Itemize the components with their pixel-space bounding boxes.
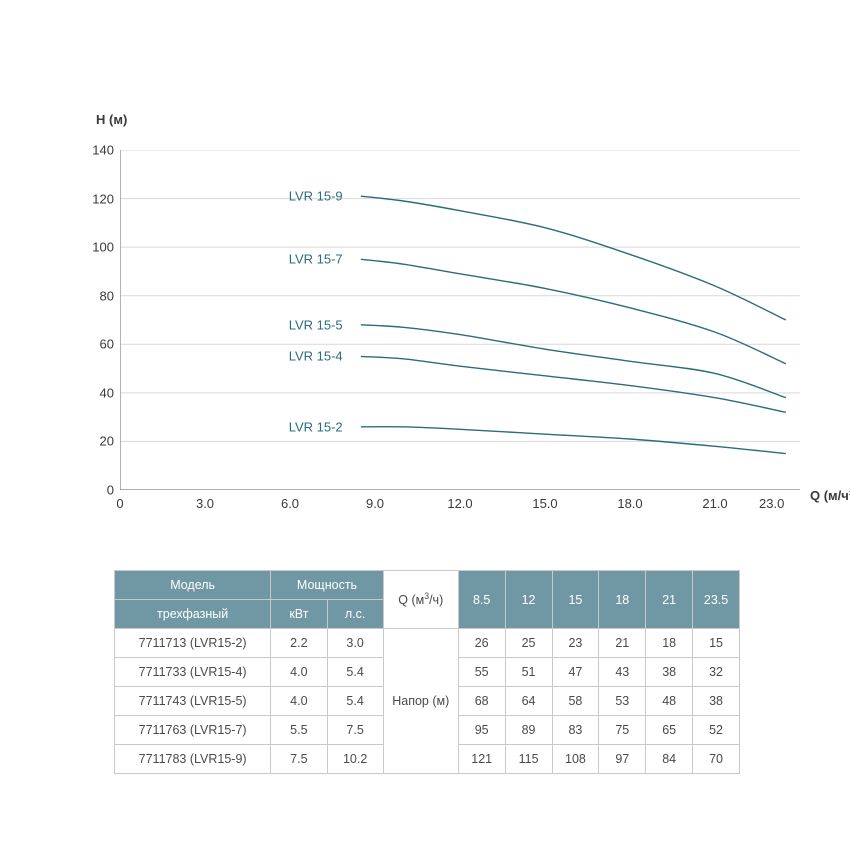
table-cell: 26 — [458, 629, 505, 658]
table-cell: 70 — [693, 745, 740, 774]
table-cell: 4.0 — [271, 687, 327, 716]
table-cell: 32 — [693, 658, 740, 687]
table-header-cell: Q (м3/ч) — [383, 571, 458, 629]
table-row: 7711713 (LVR15-2)2.23.0Напор (м)26252321… — [115, 629, 740, 658]
table-cell: 65 — [646, 716, 693, 745]
table-cell: 48 — [646, 687, 693, 716]
y-axis-title: H (м) — [96, 112, 127, 127]
series-line — [361, 196, 786, 320]
table-cell: 18 — [646, 629, 693, 658]
table-header-cell: Модель — [115, 571, 271, 600]
table-cell: Напор (м) — [383, 629, 458, 774]
table-cell: 7711783 (LVR15-9) — [115, 745, 271, 774]
spec-table-element: МодельМощностьQ (м3/ч)8.51215182123.5тре… — [114, 570, 740, 774]
y-tick-label: 100 — [78, 240, 114, 255]
table-cell: 3.0 — [327, 629, 383, 658]
x-tick-label: 18.0 — [617, 496, 642, 511]
table-cell: 25 — [505, 629, 552, 658]
table-cell: 95 — [458, 716, 505, 745]
table-header-cell: 21 — [646, 571, 693, 629]
table-cell: 51 — [505, 658, 552, 687]
x-tick-label: 23.0 — [759, 496, 784, 511]
table-cell: 68 — [458, 687, 505, 716]
x-tick-label: 12.0 — [447, 496, 472, 511]
table-cell: 115 — [505, 745, 552, 774]
table-cell: 97 — [599, 745, 646, 774]
y-tick-label: 0 — [78, 483, 114, 498]
table-header-cell: 23.5 — [693, 571, 740, 629]
x-tick-label: 15.0 — [532, 496, 557, 511]
chart-svg — [120, 150, 800, 490]
y-tick-label: 140 — [78, 143, 114, 158]
pump-curve-chart: H (м) Q (м/ч³) 02040608010012014003.06.0… — [60, 140, 800, 520]
table-header-cell: л.с. — [327, 600, 383, 629]
table-cell: 15 — [693, 629, 740, 658]
x-tick-label: 0 — [116, 496, 123, 511]
table-cell: 52 — [693, 716, 740, 745]
series-label: LVR 15-7 — [285, 252, 343, 267]
series-line — [361, 427, 786, 454]
chart-plot — [120, 150, 800, 490]
y-tick-label: 20 — [78, 434, 114, 449]
x-tick-label: 21.0 — [702, 496, 727, 511]
table-cell: 7.5 — [271, 745, 327, 774]
table-cell: 4.0 — [271, 658, 327, 687]
table-cell: 5.4 — [327, 658, 383, 687]
table-header-cell: Мощность — [271, 571, 384, 600]
table-header-cell: 18 — [599, 571, 646, 629]
table-cell: 47 — [552, 658, 599, 687]
table-cell: 121 — [458, 745, 505, 774]
series-label: LVR 15-2 — [285, 419, 343, 434]
page-root: H (м) Q (м/ч³) 0 20 40 60 80 100 120 140 0 3.0 6.0… — [0, 0, 850, 850]
series-line — [361, 259, 786, 363]
y-tick-label: 40 — [78, 385, 114, 400]
spec-table: МодельМощностьQ (м3/ч)8.51215182123.5тре… — [114, 570, 740, 774]
table-cell: 7711763 (LVR15-7) — [115, 716, 271, 745]
table-header-row: МодельМощностьQ (м3/ч)8.51215182123.5 — [115, 571, 740, 600]
table-cell: 55 — [458, 658, 505, 687]
table-cell: 5.5 — [271, 716, 327, 745]
table-cell: 23 — [552, 629, 599, 658]
table-cell: 64 — [505, 687, 552, 716]
x-tick-label: 9.0 — [366, 496, 384, 511]
table-cell: 84 — [646, 745, 693, 774]
table-cell: 7711713 (LVR15-2) — [115, 629, 271, 658]
table-cell: 7711733 (LVR15-4) — [115, 658, 271, 687]
table-header-cell: трехфазный — [115, 600, 271, 629]
table-header-cell: 15 — [552, 571, 599, 629]
y-tick-label: 120 — [78, 191, 114, 206]
series-line — [361, 356, 786, 412]
table-header-cell: 12 — [505, 571, 552, 629]
table-cell: 89 — [505, 716, 552, 745]
table-cell: 2.2 — [271, 629, 327, 658]
table-header-cell: кВт — [271, 600, 327, 629]
series-label: LVR 15-5 — [285, 317, 343, 332]
table-cell: 53 — [599, 687, 646, 716]
table-cell: 5.4 — [327, 687, 383, 716]
table-cell: 38 — [693, 687, 740, 716]
table-cell: 38 — [646, 658, 693, 687]
table-cell: 21 — [599, 629, 646, 658]
table-cell: 10.2 — [327, 745, 383, 774]
table-cell: 43 — [599, 658, 646, 687]
x-tick-label: 6.0 — [281, 496, 299, 511]
table-cell: 75 — [599, 716, 646, 745]
table-cell: 83 — [552, 716, 599, 745]
series-label: LVR 15-9 — [285, 189, 343, 204]
series-label: LVR 15-4 — [285, 349, 343, 364]
table-cell: 7711743 (LVR15-5) — [115, 687, 271, 716]
table-cell: 58 — [552, 687, 599, 716]
x-tick-label: 3.0 — [196, 496, 214, 511]
x-axis-title: Q (м/ч³) — [810, 488, 850, 503]
y-tick-label: 80 — [78, 288, 114, 303]
table-header-cell: 8.5 — [458, 571, 505, 629]
y-tick-label: 60 — [78, 337, 114, 352]
table-cell: 7.5 — [327, 716, 383, 745]
table-cell: 108 — [552, 745, 599, 774]
